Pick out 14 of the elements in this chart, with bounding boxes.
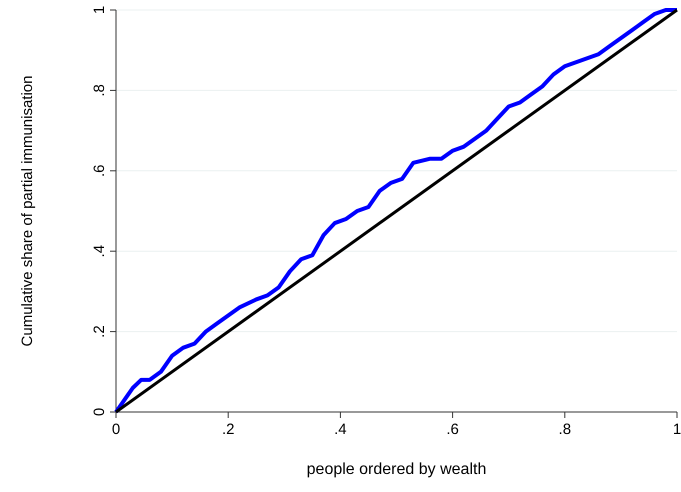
y-tick-label: 0 bbox=[91, 408, 108, 416]
x-tick-label: 1 bbox=[672, 421, 681, 438]
y-axis-title: Cumulative share of partial immunisation bbox=[19, 76, 36, 346]
x-axis-title: people ordered by wealth bbox=[306, 461, 486, 478]
x-tick-label: .2 bbox=[222, 421, 234, 438]
y-tick-label: .6 bbox=[91, 164, 108, 178]
y-tick-label: .2 bbox=[91, 325, 108, 338]
y-tick-label: 1 bbox=[91, 6, 108, 14]
x-tick-label: .6 bbox=[446, 421, 459, 438]
y-tick-label: .4 bbox=[91, 244, 108, 258]
x-tick-label: 0 bbox=[112, 421, 120, 438]
x-tick-label: .8 bbox=[558, 421, 572, 438]
x-tick-label: .4 bbox=[334, 421, 347, 438]
y-tick-label: .8 bbox=[91, 84, 108, 97]
